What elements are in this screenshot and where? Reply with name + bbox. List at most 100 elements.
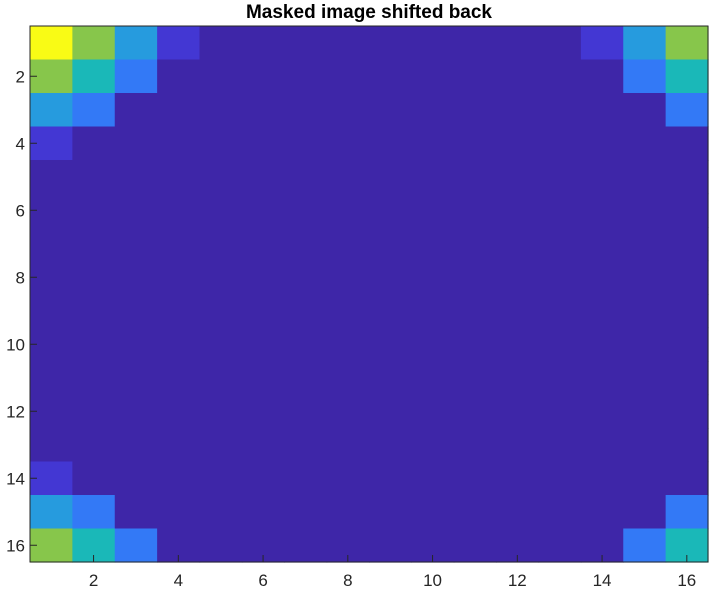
heatmap-cell bbox=[284, 193, 328, 228]
heatmap-cell bbox=[114, 260, 158, 295]
heatmap-cell bbox=[580, 26, 624, 61]
heatmap-cell bbox=[411, 126, 455, 161]
heatmap-cell bbox=[496, 26, 540, 61]
heatmap-cell bbox=[30, 260, 73, 295]
heatmap-cell bbox=[326, 260, 370, 295]
heatmap-cell bbox=[284, 227, 328, 262]
heatmap-cell bbox=[538, 495, 582, 530]
heatmap-cell bbox=[453, 26, 497, 61]
heatmap-cell bbox=[453, 528, 497, 563]
heatmap-cell bbox=[30, 59, 73, 94]
heatmap-cell bbox=[496, 294, 540, 329]
heatmap-cell bbox=[30, 160, 73, 195]
heatmap-cell bbox=[199, 327, 243, 362]
heatmap-cell bbox=[199, 361, 243, 396]
heatmap-cell bbox=[580, 93, 624, 128]
heatmap-cell bbox=[411, 495, 455, 530]
heatmap-cell bbox=[326, 160, 370, 195]
heatmap-cell bbox=[665, 59, 709, 94]
heatmap-cell bbox=[157, 160, 201, 195]
heatmap-cell bbox=[284, 26, 328, 61]
y-axis: 2 4 6 8 10 12 14 16 bbox=[6, 67, 37, 555]
y-tick-label: 2 bbox=[16, 67, 25, 86]
heatmap-cell bbox=[199, 394, 243, 429]
heatmap-cell bbox=[284, 327, 328, 362]
heatmap-cell bbox=[665, 428, 709, 463]
heatmap-cell bbox=[199, 528, 243, 563]
heatmap-cell bbox=[580, 59, 624, 94]
heatmap-cell bbox=[538, 528, 582, 563]
heatmap-cell bbox=[284, 361, 328, 396]
heatmap-cell bbox=[326, 428, 370, 463]
x-tick-label: 16 bbox=[677, 571, 696, 590]
heatmap-cell bbox=[496, 193, 540, 228]
y-tick-label: 14 bbox=[6, 469, 25, 488]
heatmap-cell bbox=[326, 26, 370, 61]
heatmap-cell bbox=[623, 461, 667, 496]
heatmap-cell bbox=[538, 461, 582, 496]
heatmap-cell bbox=[496, 495, 540, 530]
x-tick-label: 12 bbox=[508, 571, 527, 590]
heatmap-cell bbox=[114, 528, 158, 563]
heatmap-cell bbox=[580, 428, 624, 463]
heatmap-cell bbox=[496, 327, 540, 362]
heatmap-cell bbox=[496, 93, 540, 128]
heatmap-cell bbox=[72, 394, 116, 429]
heatmap-cell bbox=[453, 160, 497, 195]
heatmap-cell bbox=[157, 327, 201, 362]
heatmap-cell bbox=[157, 428, 201, 463]
heatmap-cell bbox=[538, 126, 582, 161]
heatmap-cell bbox=[199, 59, 243, 94]
heatmap-cell bbox=[580, 227, 624, 262]
heatmap-cell bbox=[496, 361, 540, 396]
heatmap-cell bbox=[199, 260, 243, 295]
heatmap-cell bbox=[30, 394, 73, 429]
heatmap-cell bbox=[326, 227, 370, 262]
heatmap-cell bbox=[284, 394, 328, 429]
heatmap-cell bbox=[453, 294, 497, 329]
heatmap-cell bbox=[580, 461, 624, 496]
heatmap-cell bbox=[157, 227, 201, 262]
heatmap-cell bbox=[411, 93, 455, 128]
heatmap-cell bbox=[411, 227, 455, 262]
heatmap-cell bbox=[411, 428, 455, 463]
heatmap-cell bbox=[411, 461, 455, 496]
x-tick-label: 4 bbox=[174, 571, 183, 590]
heatmap-cell bbox=[538, 428, 582, 463]
heatmap-cell bbox=[326, 59, 370, 94]
heatmap-cell bbox=[157, 461, 201, 496]
heatmap-cell bbox=[284, 126, 328, 161]
heatmap-cell bbox=[580, 260, 624, 295]
heatmap-cell bbox=[114, 59, 158, 94]
heatmap-cell bbox=[284, 294, 328, 329]
heatmap-cell bbox=[30, 528, 73, 563]
heatmap-cell bbox=[199, 93, 243, 128]
heatmap-cell bbox=[538, 294, 582, 329]
heatmap-cell bbox=[284, 260, 328, 295]
heatmap-cell bbox=[369, 93, 412, 128]
heatmap-cell bbox=[369, 294, 412, 329]
heatmap-cell bbox=[157, 361, 201, 396]
heatmap-cell bbox=[199, 126, 243, 161]
heatmap-cell bbox=[496, 160, 540, 195]
heatmap-cell bbox=[284, 528, 328, 563]
heatmap-cell bbox=[241, 227, 285, 262]
heatmap-cell bbox=[199, 495, 243, 530]
heatmap-cell bbox=[30, 126, 73, 161]
heatmap-cell bbox=[453, 361, 497, 396]
heatmap-cell bbox=[369, 126, 412, 161]
heatmap-cell bbox=[580, 126, 624, 161]
heatmap-cell bbox=[369, 361, 412, 396]
heatmap-cell bbox=[284, 428, 328, 463]
heatmap-cell bbox=[114, 227, 158, 262]
axes-box bbox=[29, 25, 709, 563]
heatmap-cell bbox=[199, 227, 243, 262]
x-tick-label: 2 bbox=[89, 571, 98, 590]
heatmap-cell bbox=[241, 394, 285, 429]
heatmap-cell bbox=[623, 93, 667, 128]
heatmap-cell bbox=[538, 227, 582, 262]
heatmap-cell bbox=[369, 193, 412, 228]
heatmap-cell bbox=[72, 160, 116, 195]
heatmap-cell bbox=[369, 394, 412, 429]
heatmap-cell bbox=[665, 394, 709, 429]
